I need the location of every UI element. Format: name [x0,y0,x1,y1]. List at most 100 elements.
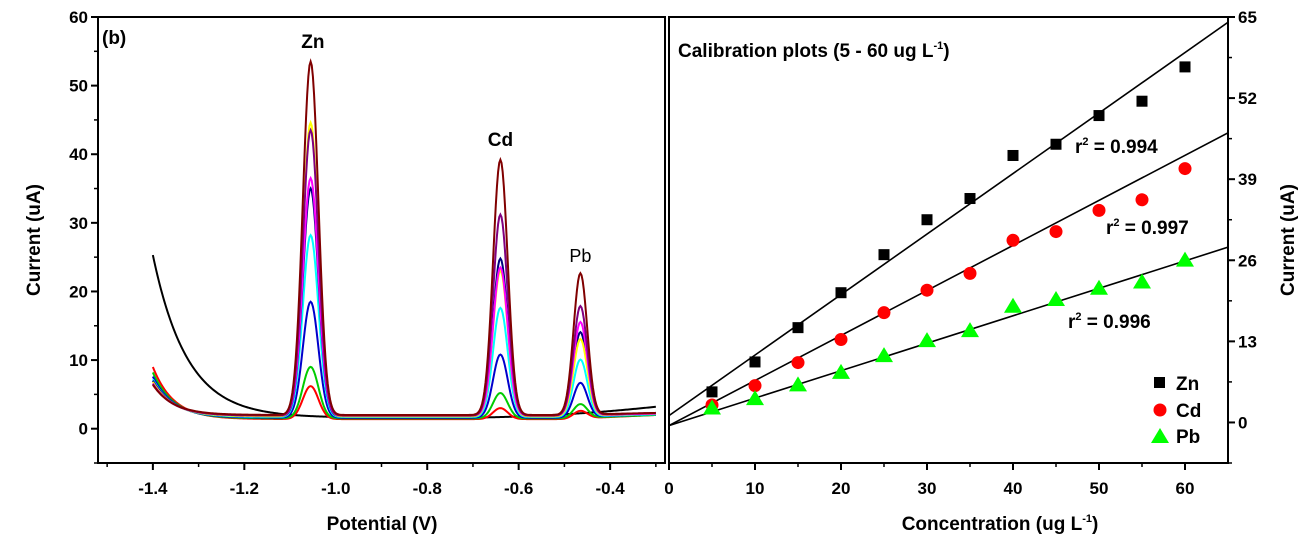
data-point-pb [918,332,936,348]
left-y-axis-label: Current (uA) [24,184,45,296]
left-x-ticks: -1.4 -1.2 -1.0 -0.8 -0.6 -0.4 [106,463,657,498]
voltammogram-curve [151,254,656,419]
panel-label: (b) [102,28,126,49]
right-x-tick-label: 20 [832,479,851,498]
voltammogram-panel: -1.4 -1.2 -1.0 -0.8 -0.6 -0.4 0 10 20 30 40 50 60 (… [24,8,666,535]
data-point-cd [877,306,891,320]
right-x-tick-label: 30 [918,479,937,498]
r2-zn-label: r2 = 0.994 [1075,136,1158,158]
left-x-tick-label: -0.6 [504,479,533,498]
r2-zn-sup: 2 [1082,136,1088,148]
right-x-axis-label: Concentration (ug L-1) [902,513,1099,535]
calibration-fit-lines [669,21,1228,427]
r2-pb-r: r [1068,312,1076,333]
fit-line-zn [669,21,1228,417]
data-point-cd [1135,193,1149,207]
r2-cd-sup: 2 [1113,217,1119,229]
calibration-title: Calibration plots (5 - 60 ug L-1) [678,40,950,62]
calibration-title-sup: -1 [933,40,943,52]
left-y-tick-label: 20 [69,282,88,301]
right-x-tick-label: 0 [664,479,673,498]
peak-label-zn: Zn [301,32,324,53]
peak-labels: Zn Cd Pb [301,32,591,266]
legend-zn-marker [1154,377,1165,388]
r2-cd-label: r2 = 0.997 [1106,217,1189,239]
left-y-tick-label: 40 [69,145,88,164]
left-y-tick-label: 30 [69,214,88,233]
peak-label-cd: Cd [488,130,513,151]
legend-cd-label: Cd [1176,401,1201,422]
left-y-tick-label: 10 [69,351,88,370]
left-x-tick-label: -1.4 [138,479,168,498]
r2-pb-value: = 0.996 [1082,312,1151,333]
left-x-tick-label: -0.8 [413,479,442,498]
legend-cd-marker [1153,403,1167,417]
data-point-zn [706,386,718,398]
right-y-tick-label: 0 [1238,413,1247,432]
data-point-zn [792,322,804,334]
r2-pb-label: r2 = 0.996 [1068,311,1151,333]
data-point-pb [1004,297,1022,313]
right-x-axis-label-text: Concentration (ug L [902,514,1083,535]
data-point-zn [1007,149,1019,161]
data-point-pb [1133,273,1151,289]
left-plot-frame [97,16,666,464]
data-point-cd [1178,162,1192,176]
left-x-tick-label: -0.4 [595,479,625,498]
data-point-pb [746,390,764,406]
r2-cd-value: = 0.997 [1120,218,1189,239]
right-x-tick-label: 60 [1176,479,1195,498]
legend-zn-label: Zn [1176,374,1199,395]
legend-pb-label: Pb [1176,427,1200,448]
data-point-pb [961,322,979,338]
left-y-tick-label: 60 [69,8,88,27]
legend-pb-marker [1151,428,1169,443]
r2-zn-value: = 0.994 [1089,137,1159,158]
data-point-zn [878,249,890,261]
voltammogram-curve [152,119,656,418]
left-y-tick-label: 50 [69,77,88,96]
fit-line-cd [669,132,1228,427]
voltammogram-curve [151,366,656,421]
data-point-zn [1093,110,1105,122]
data-point-pb [1047,290,1065,306]
fit-line-pb [669,246,1228,427]
right-y-tick-label: 65 [1238,8,1257,27]
right-y-tick-label: 39 [1238,170,1257,189]
r2-pb-sup: 2 [1075,311,1081,323]
data-point-pb [1090,279,1108,295]
voltammogram-curve [152,58,656,416]
voltammogram-curves [151,58,656,421]
right-plot-frame [668,16,1229,464]
right-y-tick-label: 26 [1238,251,1257,270]
data-point-cd [1006,233,1020,247]
data-point-zn [1050,138,1062,150]
right-y-axis-label: Current (uA) [1278,184,1299,296]
data-point-pb [875,347,893,363]
left-x-axis-label: Potential (V) [327,514,438,535]
data-point-cd [791,356,805,370]
data-point-zn [749,356,761,368]
data-point-zn [1136,95,1148,107]
data-point-cd [920,283,934,297]
right-x-tick-label: 40 [1004,479,1023,498]
left-y-ticks: 0 10 20 30 40 50 60 [69,8,98,464]
data-point-cd [1049,225,1063,239]
calibration-panel: 0 10 20 30 40 50 60 0 13 26 39 52 65 Calibration pl… [664,8,1299,535]
data-point-pb [1176,251,1194,267]
calibration-legend: Zn Cd Pb [1151,374,1201,448]
left-x-tick-label: -1.2 [230,479,259,498]
data-point-pb [789,376,807,392]
data-point-pb [703,399,721,415]
r2-cd-r: r [1106,218,1114,239]
r2-zn-r: r [1075,137,1083,158]
right-x-axis-label-end: ) [1092,514,1098,535]
data-point-zn [1179,61,1191,73]
voltammogram-curve [152,175,656,417]
data-point-cd [963,266,977,280]
data-point-cd [1092,203,1106,217]
right-x-tick-label: 50 [1090,479,1109,498]
right-y-tick-label: 52 [1238,89,1257,108]
calibration-title-end: ) [943,41,949,62]
